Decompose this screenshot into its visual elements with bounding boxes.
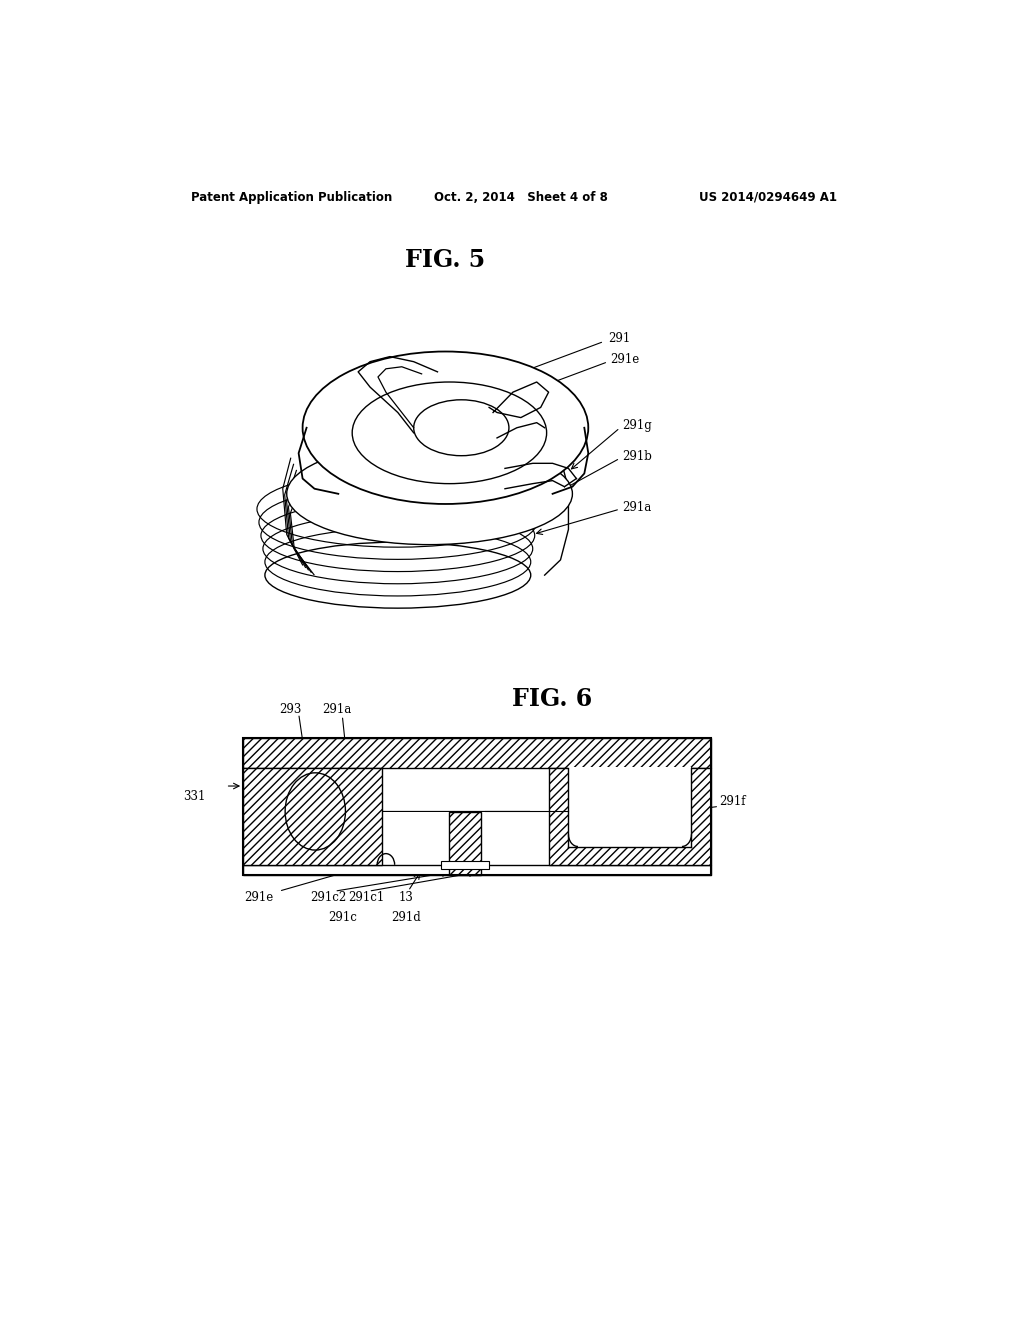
Text: 291c1: 291c1	[348, 891, 384, 904]
Text: FIG. 5: FIG. 5	[406, 248, 485, 272]
Bar	[441, 861, 489, 869]
Text: 293: 293	[279, 702, 301, 715]
Ellipse shape	[352, 381, 547, 483]
Text: 291e: 291e	[245, 891, 273, 904]
Text: Patent Application Publication: Patent Application Publication	[191, 190, 393, 203]
Text: 331: 331	[183, 789, 206, 803]
Text: Oct. 2, 2014   Sheet 4 of 8: Oct. 2, 2014 Sheet 4 of 8	[433, 190, 607, 203]
Text: 291: 291	[608, 331, 631, 345]
Text: FIG. 6: FIG. 6	[512, 688, 593, 711]
Bar	[568, 767, 691, 846]
Text: 291a: 291a	[623, 500, 651, 513]
Bar	[243, 738, 712, 768]
Ellipse shape	[287, 444, 572, 545]
Bar	[450, 812, 481, 875]
Bar	[243, 865, 712, 875]
Text: 291e: 291e	[610, 354, 640, 366]
Text: 291c2: 291c2	[310, 891, 347, 904]
Ellipse shape	[303, 351, 588, 504]
Text: 291f: 291f	[719, 795, 745, 808]
Bar	[243, 738, 712, 875]
Text: US 2014/0294649 A1: US 2014/0294649 A1	[699, 190, 838, 203]
Bar	[243, 768, 382, 865]
Ellipse shape	[414, 400, 509, 455]
Text: 291c: 291c	[328, 911, 356, 924]
Text: 291a: 291a	[323, 702, 351, 715]
Text: 13: 13	[398, 891, 414, 904]
Bar	[549, 768, 712, 865]
Text: 291d: 291d	[391, 911, 421, 924]
Text: 291b: 291b	[623, 450, 652, 463]
Text: 291g: 291g	[623, 420, 652, 432]
